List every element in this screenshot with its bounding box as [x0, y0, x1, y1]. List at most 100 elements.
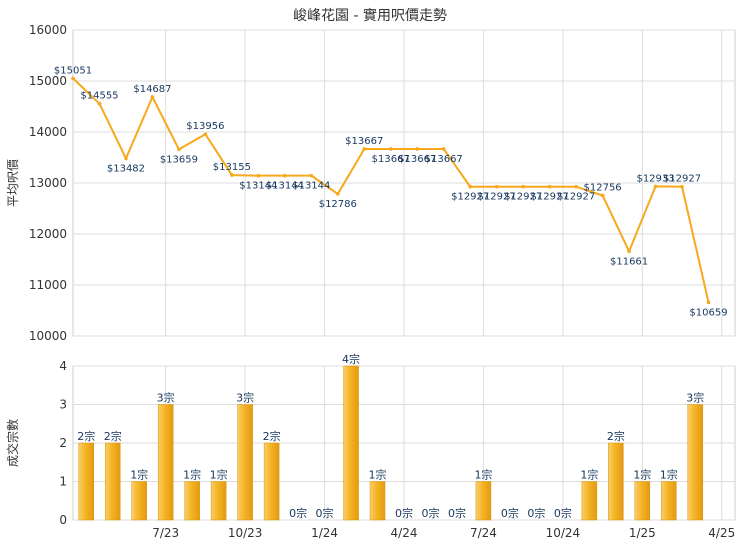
- volume-data-label: 1宗: [633, 468, 651, 482]
- volume-y-tick-label: 1: [59, 475, 67, 489]
- volume-data-label: 1宗: [210, 468, 228, 482]
- volume-bar: [581, 481, 598, 521]
- price-point: [574, 184, 578, 189]
- price-y-axis-label: 平均呎價: [6, 159, 20, 207]
- price-data-label: $14687: [133, 84, 171, 95]
- price-point: [653, 184, 658, 189]
- price-point: [230, 173, 234, 177]
- price-point: [309, 173, 314, 178]
- price-y-tick-label: 14000: [29, 125, 67, 139]
- volume-bar: [184, 481, 200, 521]
- price-data-label: $12927: [663, 174, 701, 185]
- price-point: [600, 193, 605, 198]
- volume-bar: [237, 404, 253, 521]
- price-data-label: $13667: [425, 154, 463, 165]
- volume-y-tick-label: 4: [59, 359, 67, 373]
- volume-data-label: 0宗: [289, 506, 307, 520]
- volume-data-label: 0宗: [501, 506, 519, 520]
- volume-bar: [131, 481, 147, 521]
- volume-bar: [687, 404, 704, 521]
- price-data-label: $10659: [689, 307, 727, 318]
- volume-data-label: 3宗: [157, 391, 175, 405]
- price-y-tick-label: 16000: [29, 23, 67, 37]
- price-point: [71, 76, 75, 81]
- chart-title: 峻峰花園 - 實用呎價走勢: [293, 7, 447, 24]
- price-point: [203, 132, 208, 137]
- volume-x-tick-label: 7/24: [470, 526, 497, 540]
- price-point: [680, 184, 684, 189]
- price-data-label: $12927: [557, 192, 595, 203]
- price-data-label: $13667: [372, 154, 410, 165]
- price-point: [362, 147, 367, 151]
- volume-x-tick-label: 1/25: [629, 526, 656, 540]
- price-data-label: $14555: [80, 91, 118, 102]
- volume-x-tick-label: 10/24: [546, 526, 581, 540]
- volume-data-label: 1宗: [580, 468, 598, 482]
- volume-data-label: 3宗: [686, 391, 704, 405]
- volume-bar: [104, 442, 121, 521]
- volume-data-label: 1宗: [183, 468, 201, 482]
- volume-data-label: 0宗: [527, 506, 545, 520]
- price-data-label: $13482: [107, 163, 145, 174]
- volume-bar: [369, 481, 386, 521]
- volume-data-label: 1宗: [130, 468, 148, 482]
- price-data-label: $11661: [610, 256, 648, 267]
- volume-y-axis-label: 成交宗數: [5, 419, 20, 467]
- volume-data-label: 2宗: [263, 429, 281, 443]
- volume-data-label: 2宗: [104, 429, 122, 443]
- volume-data-label: 0宗: [448, 506, 466, 520]
- price-point: [283, 173, 287, 178]
- price-y-tick-label: 15000: [29, 74, 67, 88]
- volume-y-tick-label: 3: [59, 398, 67, 412]
- price-data-label: $12756: [584, 182, 622, 193]
- price-point: [441, 147, 446, 151]
- price-data-label: $12786: [319, 199, 357, 210]
- volume-data-label: 1宗: [474, 468, 492, 482]
- price-point: [627, 249, 631, 254]
- volume-bar: [343, 365, 359, 521]
- price-data-label: $12927: [451, 192, 489, 203]
- volume-y-tick-label: 0: [59, 513, 67, 527]
- price-point: [336, 192, 340, 196]
- volume-data-label: 1宗: [660, 468, 678, 482]
- price-data-label: $13144: [239, 181, 277, 192]
- volume-bar: [634, 481, 651, 521]
- volume-bar: [661, 481, 677, 521]
- price-data-label: $13667: [345, 136, 383, 147]
- volume-bar: [608, 442, 624, 521]
- volume-data-label: 3宗: [236, 391, 254, 405]
- volume-data-label: 0宗: [421, 506, 439, 520]
- volume-data-label: 2宗: [607, 429, 625, 443]
- price-point: [388, 147, 393, 151]
- volume-data-label: 4宗: [342, 352, 360, 366]
- price-data-label: $13659: [160, 154, 198, 165]
- volume-data-label: 2宗: [77, 429, 95, 443]
- price-y-tick-label: 11000: [29, 278, 67, 292]
- price-point: [415, 147, 420, 151]
- volume-y-tick-label: 2: [59, 436, 67, 450]
- price-data-label: $13956: [186, 121, 224, 132]
- volume-bar: [78, 442, 94, 521]
- price-data-label: $12927: [478, 192, 516, 203]
- volume-bar: [157, 404, 174, 521]
- price-point: [706, 300, 711, 305]
- volume-data-label: 1宗: [369, 468, 387, 482]
- price-point: [494, 184, 499, 189]
- price-point: [97, 101, 102, 106]
- price-point: [177, 147, 181, 152]
- volume-bar: [210, 481, 227, 521]
- price-y-tick-label: 12000: [29, 227, 67, 241]
- price-data-label: $12927: [504, 192, 542, 203]
- price-point: [521, 184, 525, 189]
- volume-data-label: 0宗: [316, 506, 334, 520]
- volume-x-tick-label: 1/24: [311, 526, 338, 540]
- price-point: [256, 173, 261, 178]
- price-data-label: $13155: [213, 162, 251, 173]
- volume-x-tick-label: 7/23: [152, 526, 179, 540]
- volume-bar: [475, 481, 492, 521]
- volume-x-tick-label: 4/25: [708, 526, 735, 540]
- price-data-label: $13144: [292, 181, 330, 192]
- price-point: [468, 184, 473, 189]
- price-point: [150, 95, 155, 99]
- volume-x-tick-label: 4/24: [391, 526, 418, 540]
